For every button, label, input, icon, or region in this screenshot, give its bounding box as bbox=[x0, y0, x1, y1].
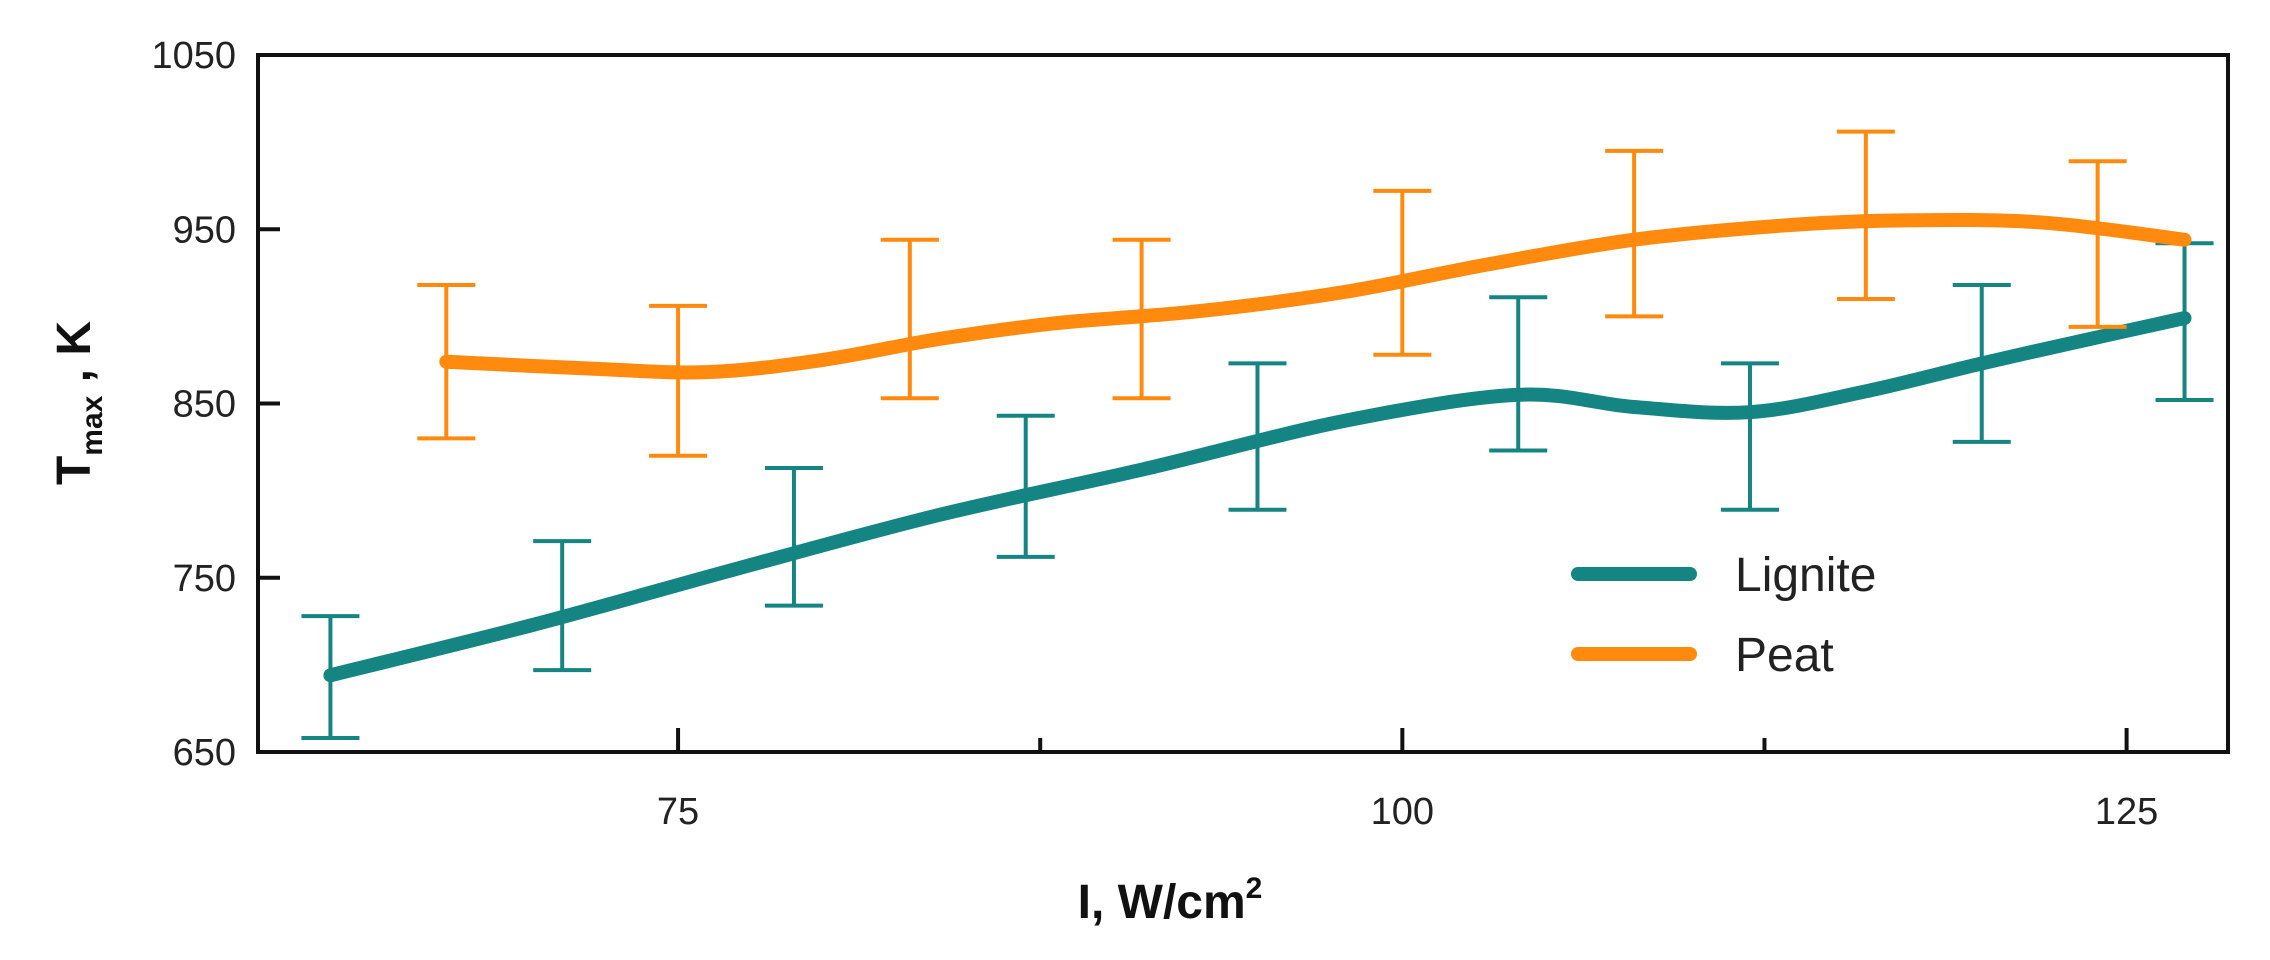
error-bar-peat bbox=[649, 303, 708, 458]
y-axis-title-subscript: max bbox=[76, 395, 109, 455]
error-bar-peat bbox=[417, 283, 476, 441]
error-bar-lignite bbox=[1720, 361, 1779, 512]
error-bar-lignite bbox=[996, 413, 1055, 559]
plot-area-frame bbox=[256, 53, 2230, 754]
y-tick-label: 650 bbox=[173, 732, 236, 774]
error-bar-peat bbox=[1373, 188, 1432, 357]
x-axis: 75 100 125 bbox=[657, 728, 2158, 833]
y-axis: 650 750 850 950 1050 bbox=[151, 35, 280, 774]
error-bar-peat bbox=[1112, 237, 1171, 401]
error-bar-lignite bbox=[301, 614, 360, 741]
error-bar-lignite bbox=[1489, 295, 1548, 453]
y-tick-label: 850 bbox=[173, 384, 236, 426]
series-lignite bbox=[301, 241, 2214, 741]
error-bar-lignite bbox=[533, 539, 592, 673]
y-tick-label: 1050 bbox=[151, 35, 236, 77]
error-bar-lignite bbox=[764, 465, 823, 608]
error-bar-peat bbox=[1836, 129, 1895, 301]
series-line-peat bbox=[439, 212, 2192, 380]
series-line-lignite bbox=[323, 311, 2192, 683]
y-axis-title-suffix: , K bbox=[48, 321, 101, 396]
y-tick-label: 750 bbox=[173, 558, 236, 600]
x-tick-label: 100 bbox=[1371, 791, 1434, 833]
series-layer bbox=[301, 129, 2214, 741]
error-bar-peat bbox=[880, 237, 939, 401]
error-bar-peat bbox=[2068, 159, 2127, 329]
x-tick-label: 75 bbox=[657, 791, 699, 833]
y-axis-title-main: T bbox=[48, 456, 101, 485]
y-axis-title: Tmax , K bbox=[48, 321, 109, 485]
x-axis-title-superscript: 2 bbox=[1246, 872, 1263, 905]
x-tick-label: 125 bbox=[2095, 791, 2158, 833]
x-axis-title-main: I, W/cm bbox=[1078, 876, 1246, 929]
x-axis-title: I, W/cm2 bbox=[1078, 872, 1263, 929]
y-tick-label: 950 bbox=[173, 209, 236, 251]
error-bar-lignite bbox=[1228, 361, 1287, 512]
error-bar-peat bbox=[1605, 148, 1664, 319]
series-peat bbox=[417, 129, 2192, 458]
error-bar-lignite bbox=[1952, 283, 2011, 444]
legend: Lignite Peat bbox=[1571, 549, 1876, 682]
legend-label-lignite: Lignite bbox=[1735, 549, 1876, 602]
legend-label-peat: Peat bbox=[1735, 629, 1834, 682]
